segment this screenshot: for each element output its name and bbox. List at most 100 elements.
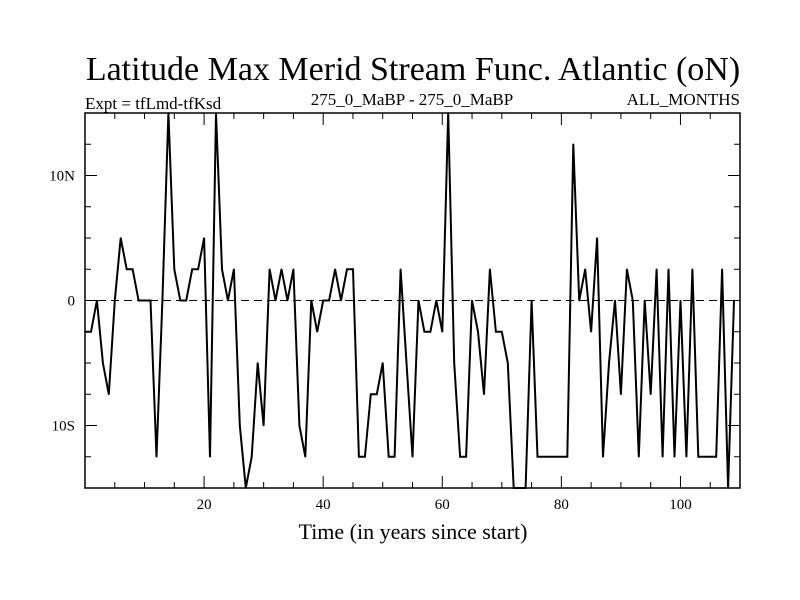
data-point (554, 455, 557, 458)
data-point (643, 299, 646, 302)
data-point (221, 268, 223, 271)
data-point (495, 330, 497, 333)
data-point (125, 268, 128, 271)
data-point (673, 455, 676, 458)
data-point (310, 299, 313, 302)
data-point (572, 143, 575, 146)
data-point (149, 299, 152, 302)
data-point (316, 330, 319, 333)
data-point (649, 393, 652, 396)
data-point (423, 330, 426, 333)
data-point (322, 299, 324, 302)
data-point (626, 268, 628, 271)
data-point (346, 268, 348, 271)
data-point (709, 455, 712, 458)
data-point (334, 268, 336, 271)
data-point (399, 268, 402, 271)
data-point (691, 268, 694, 271)
x-tick-label: 80 (554, 497, 569, 513)
data-point (441, 330, 444, 333)
data-point (411, 455, 414, 458)
data-point (203, 237, 205, 239)
data-point (566, 455, 569, 458)
data-point (185, 299, 188, 302)
data-point (596, 237, 598, 239)
data-point (530, 299, 533, 302)
data-point (304, 455, 307, 458)
data-point (387, 455, 390, 458)
data-point (256, 362, 259, 364)
data-point (560, 455, 563, 458)
data-point (661, 455, 664, 458)
data-point (328, 299, 330, 302)
data-point (179, 299, 182, 302)
data-point (375, 393, 378, 396)
data-point (250, 455, 253, 458)
data-point (113, 299, 116, 302)
data-point (590, 330, 592, 333)
data-point (197, 268, 199, 271)
chart-title: Latitude Max Merid Stream Func. Atlantic… (86, 51, 740, 88)
data-point (602, 455, 604, 458)
data-point (262, 424, 265, 427)
data-point (548, 455, 551, 458)
data-point (542, 455, 545, 458)
data-point (358, 455, 360, 458)
data-point (268, 268, 271, 271)
y-tick-label: 10N (49, 169, 75, 185)
data-point (721, 268, 723, 271)
data-point (471, 299, 473, 302)
data-point (459, 455, 461, 458)
data-point (679, 299, 682, 302)
x-tick-label: 100 (669, 497, 692, 513)
data-point (227, 299, 229, 302)
data-point (465, 455, 467, 458)
x-tick-label: 40 (316, 497, 331, 513)
data-point (506, 362, 509, 364)
data-point (143, 299, 146, 302)
data-point (155, 455, 158, 458)
data-point (90, 330, 92, 333)
experiment-label: Expt = tfLmd-tfKsd (85, 94, 222, 113)
data-point (274, 299, 277, 302)
data-point (614, 299, 616, 302)
x-axis-ticks: 20 40 60 80 100 (114, 113, 711, 513)
data-point (239, 424, 241, 427)
data-point (191, 268, 193, 271)
data-point (417, 299, 420, 302)
y-axis-ticks: 10N 0 10S (49, 112, 740, 489)
data-point (536, 455, 539, 458)
data-point (435, 299, 438, 302)
data-point (477, 330, 479, 333)
data-point (209, 455, 211, 458)
data-point (655, 268, 658, 271)
y-tick-label: 10S (52, 419, 75, 435)
data-point (298, 424, 301, 427)
period-label: 275_0_MaBP - 275_0_MaBP (311, 90, 513, 109)
data-point (292, 268, 295, 271)
data-point (102, 362, 104, 364)
series-line (85, 112, 735, 489)
data-point (429, 330, 432, 333)
data-point (489, 268, 491, 271)
data-point (280, 268, 283, 271)
data-point (584, 268, 586, 271)
data-point (286, 299, 289, 302)
data-point (340, 299, 342, 302)
data-point (501, 330, 503, 333)
y-tick-label: 0 (68, 294, 76, 310)
x-tick-label: 20 (197, 497, 212, 513)
data-point (667, 268, 670, 271)
plot-frame (84, 112, 741, 489)
x-axis-label: Time (in years since start) (299, 519, 528, 544)
data-point (703, 455, 706, 458)
data-point (393, 455, 396, 458)
data-point (370, 393, 372, 396)
data-point (137, 299, 140, 302)
data-point (685, 455, 688, 458)
data-point (131, 268, 134, 271)
data-point (405, 362, 408, 364)
months-label: ALL_MONTHS (627, 90, 740, 109)
data-point (96, 299, 98, 302)
